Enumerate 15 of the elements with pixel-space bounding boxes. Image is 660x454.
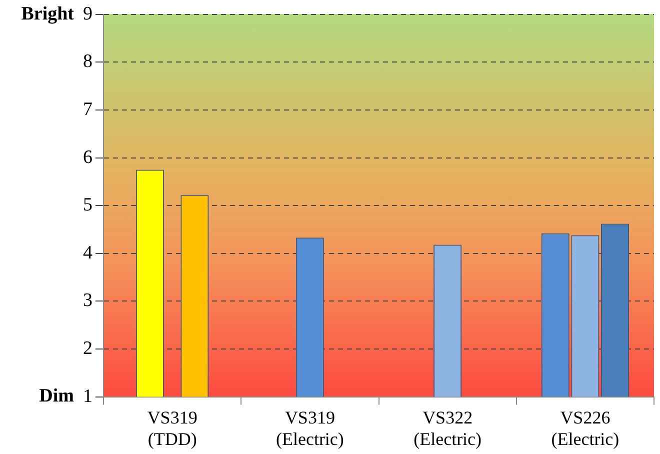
text: Dim xyxy=(39,386,74,407)
y-tick-label: 4 xyxy=(83,242,93,264)
y-tick-label: 3 xyxy=(83,290,92,312)
x-tick-label: VS226 (Electric) xyxy=(551,407,620,449)
y-tick-label: 6 xyxy=(83,146,92,168)
y-tick-label: 7 xyxy=(83,98,92,120)
y-tick-label: 2 xyxy=(83,338,92,359)
x-tick-label: VS319 (TDD) xyxy=(147,407,198,449)
x-tick-label: VS319 (Electric) xyxy=(276,407,344,449)
y-tick-label: 1 xyxy=(83,386,92,407)
x-tick-label: VS322 (Electric) xyxy=(414,407,482,449)
y-tick-label: 5 xyxy=(83,194,92,216)
y-tick-label: 9 xyxy=(83,3,92,24)
text: Bright xyxy=(21,3,75,24)
y-tick-label: 8 xyxy=(83,51,92,72)
